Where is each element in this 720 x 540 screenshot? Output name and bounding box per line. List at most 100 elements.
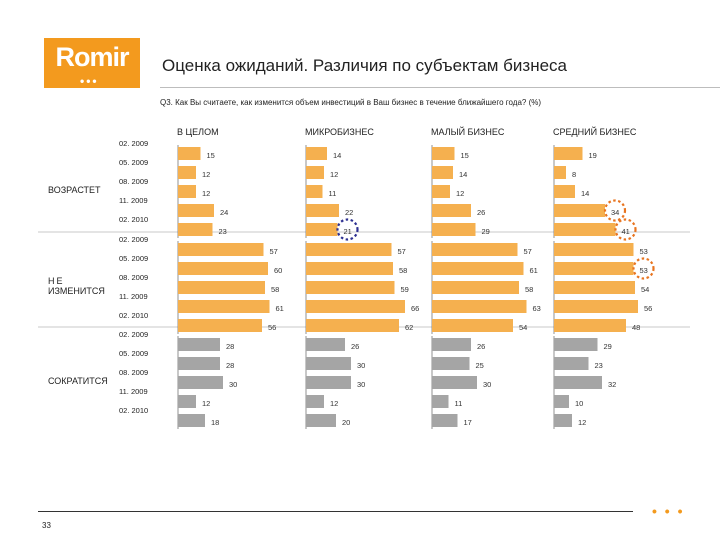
- bar-value: 34: [611, 208, 619, 217]
- bar: [432, 376, 477, 389]
- bar: [178, 243, 264, 256]
- bar-value: 29: [482, 227, 490, 236]
- bar: [178, 357, 220, 370]
- bar-value: 66: [411, 304, 419, 313]
- bar: [178, 147, 201, 160]
- bar-value: 12: [202, 399, 210, 408]
- bar-value: 53: [640, 266, 648, 275]
- bar-value: 26: [351, 342, 359, 351]
- column-header: СРЕДНИЙ БИЗНЕС: [553, 126, 637, 137]
- bar-value: 62: [405, 323, 413, 332]
- bar-value: 41: [622, 227, 630, 236]
- bar-value: 12: [578, 418, 586, 427]
- bar: [306, 300, 405, 313]
- bar-value: 15: [207, 151, 215, 160]
- bar: [306, 281, 395, 294]
- bar-value: 28: [226, 361, 234, 370]
- group-label: ВОЗРАСТЕТ: [48, 185, 101, 195]
- period-label: 11. 2009: [119, 387, 148, 396]
- bar-value: 54: [641, 285, 649, 294]
- bar-value: 59: [401, 285, 409, 294]
- bar-value: 25: [476, 361, 484, 370]
- bar-value: 12: [330, 170, 338, 179]
- bar-value: 54: [519, 323, 527, 332]
- bar-value: 17: [464, 418, 472, 427]
- period-label: 02. 2010: [119, 406, 148, 415]
- bar-value: 48: [632, 323, 640, 332]
- bar-value: 22: [345, 208, 353, 217]
- bar: [306, 357, 351, 370]
- title-divider: [160, 87, 720, 88]
- bar-value: 18: [211, 418, 219, 427]
- bar: [432, 262, 524, 275]
- bar: [554, 414, 572, 427]
- bar-value: 11: [329, 189, 337, 198]
- page-number: 33: [42, 521, 51, 530]
- bar: [306, 262, 393, 275]
- column-header: В ЦЕЛОМ: [177, 127, 219, 137]
- bar: [306, 204, 339, 217]
- bar-value: 12: [202, 189, 210, 198]
- bar: [554, 147, 583, 160]
- bar: [554, 223, 616, 236]
- period-label: 11. 2009: [119, 196, 148, 205]
- bar-value: 63: [533, 304, 541, 313]
- bar-value: 21: [344, 227, 352, 236]
- bar-value: 57: [398, 247, 406, 256]
- logo-dots: •••: [80, 74, 99, 88]
- bar: [554, 243, 634, 256]
- bar-value: 14: [333, 151, 341, 160]
- bar: [554, 166, 566, 179]
- column-header: МАЛЫЙ БИЗНЕС: [431, 126, 505, 137]
- period-label: 02. 2010: [119, 215, 148, 224]
- column-header: МИКРОБИЗНЕС: [305, 127, 374, 137]
- bar-value: 24: [220, 208, 228, 217]
- bar: [554, 357, 589, 370]
- bar-value: 60: [274, 266, 282, 275]
- bar-value: 26: [477, 342, 485, 351]
- bar: [554, 204, 605, 217]
- period-label: 02. 2009: [119, 235, 148, 244]
- bar: [306, 223, 338, 236]
- highlight-circle: [336, 218, 359, 241]
- bar: [432, 338, 471, 351]
- bar-value: 30: [483, 380, 491, 389]
- bar: [178, 338, 220, 351]
- bar: [178, 185, 196, 198]
- bar-value: 56: [268, 323, 276, 332]
- bar-value: 14: [459, 170, 467, 179]
- bar: [178, 319, 262, 332]
- bar: [178, 376, 223, 389]
- bar: [432, 414, 458, 427]
- bar-value: 32: [608, 380, 616, 389]
- bar: [554, 338, 598, 351]
- highlight-circle: [632, 257, 655, 280]
- bar-value: 12: [202, 170, 210, 179]
- bar-value: 53: [640, 247, 648, 256]
- bar: [432, 204, 471, 217]
- period-label: 08. 2009: [119, 368, 148, 377]
- period-label: 11. 2009: [119, 292, 148, 301]
- bar: [554, 281, 635, 294]
- bar: [306, 338, 345, 351]
- bar-value: 19: [589, 151, 597, 160]
- bar: [432, 166, 453, 179]
- bar: [554, 300, 638, 313]
- bar: [178, 166, 196, 179]
- bar: [554, 376, 602, 389]
- bar-value: 58: [271, 285, 279, 294]
- bar-value: 12: [330, 399, 338, 408]
- bar-value: 58: [525, 285, 533, 294]
- bar: [306, 376, 351, 389]
- bar: [554, 262, 634, 275]
- highlight-circle: [614, 218, 637, 241]
- bar-value: 56: [644, 304, 652, 313]
- period-label: 08. 2009: [119, 273, 148, 282]
- bar: [554, 395, 569, 408]
- bar: [306, 319, 399, 332]
- bar: [554, 319, 626, 332]
- bar: [178, 395, 196, 408]
- bar: [306, 395, 324, 408]
- footer-divider: [38, 511, 633, 512]
- highlight-circle: [603, 199, 627, 222]
